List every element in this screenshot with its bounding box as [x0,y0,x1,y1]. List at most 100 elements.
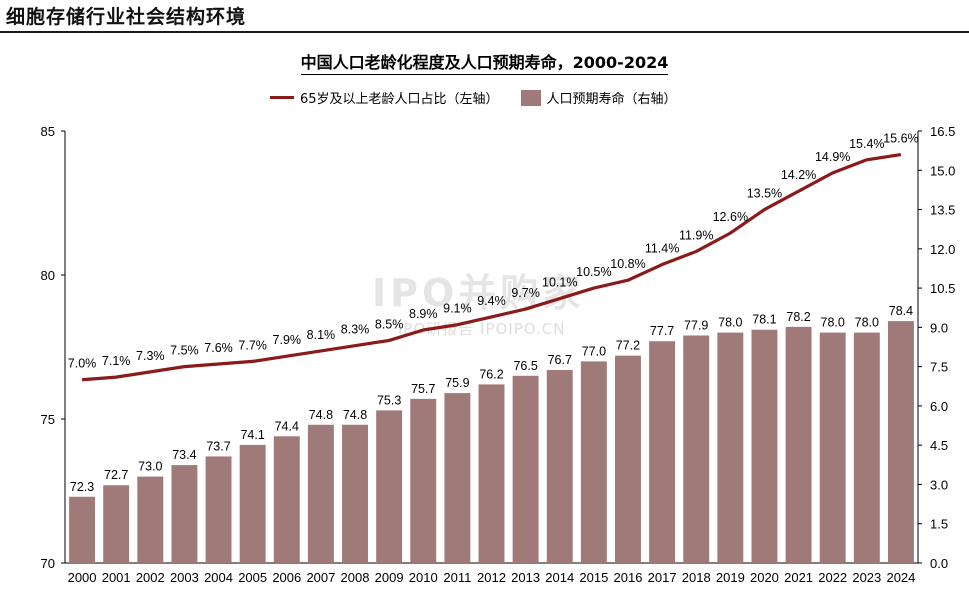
x-tick-label: 2015 [579,570,608,585]
line-value-label: 8.9% [409,307,438,321]
x-tick-label: 2011 [443,570,471,585]
bar-2016 [615,355,641,563]
bar-2008 [342,424,368,563]
line-value-label: 11.9% [679,228,714,242]
bar-value-label: 73.4 [172,448,196,462]
line-value-label: 14.2% [781,168,816,182]
line-value-label: 7.3% [136,349,165,363]
bar-2003 [171,465,198,563]
bar-2002 [137,476,164,563]
x-tick-label: 2006 [272,570,301,585]
x-tick-label: 2021 [784,570,813,585]
aging-ratio-line [81,152,902,382]
x-tick-label: 2014 [545,570,574,585]
line-value-label: 10.1% [542,276,577,290]
line-value-label: 15.4% [849,137,884,151]
bar-value-label: 76.2 [479,367,503,381]
chart-legend: 65岁及以上老龄人口占比（左轴） 人口预期寿命（右轴） [270,88,699,107]
bar-value-label: 78.1 [752,313,776,327]
line-value-label: 10.8% [610,257,645,271]
bar-value-label: 76.7 [548,353,572,367]
line-value-label: 7.9% [273,333,302,347]
legend-label-bar: 人口预期寿命（右轴） [546,92,677,107]
right-tick-label: 6.0 [930,399,948,414]
bar-value-label: 77.9 [684,318,708,332]
x-tick-label: 2008 [341,570,370,585]
x-tick-label: 2017 [648,570,677,585]
x-tick-label: 2001 [102,570,131,585]
left-tick-label: 75 [41,412,55,427]
bar-2022 [819,332,846,563]
x-tick-label: 2003 [170,570,199,585]
line-value-label: 8.3% [341,323,370,337]
bar-2010 [410,398,437,563]
bar-2021 [785,326,812,563]
right-tick-label: 15.0 [930,163,955,178]
bar-2023 [853,332,880,563]
x-tick-label: 2022 [818,570,847,585]
bar-2017 [649,341,676,563]
left-tick-label: 80 [41,268,55,283]
left-tick-label: 85 [41,124,55,139]
right-tick-label: 16.5 [930,124,955,139]
bar-value-label: 75.3 [377,393,401,407]
line-value-label: 7.7% [238,338,267,352]
line-value-label: 11.4% [645,242,680,256]
right-tick-label: 3.0 [930,477,948,492]
bar-value-label: 77.0 [582,344,606,358]
legend-item-bar: 人口预期寿命（右轴） [520,88,677,107]
bar-2018 [683,335,710,563]
bar-value-label: 74.4 [275,419,299,433]
bar-2011 [444,393,471,563]
x-tick-label: 2018 [682,570,711,585]
right-tick-label: 10.5 [930,281,955,296]
line-value-label: 14.9% [815,150,850,164]
legend-bar-swatch [520,89,541,106]
right-tick-label: 13.5 [930,203,955,218]
right-tick-label: 4.5 [930,438,948,453]
chart-title-text: 中国人口老龄化程度及人口预期寿命，2000-2024 [300,53,669,75]
bar-2006 [273,436,300,563]
x-tick-label: 2007 [306,570,335,585]
bar-value-label: 76.5 [513,359,537,373]
bar-2015 [580,361,607,563]
section-title: 细胞存储行业社会结构环境 [6,6,247,28]
chart-title: 中国人口老龄化程度及人口预期寿命，2000-2024 [0,49,969,75]
bar-2007 [307,424,334,563]
bar-value-label: 77.2 [616,339,640,353]
x-tick-label: 2005 [238,570,267,585]
section-divider [0,31,969,33]
legend-line-swatch [270,96,294,99]
line-value-label: 8.5% [375,317,404,331]
bar-value-label: 78.4 [889,304,913,318]
line-value-label: 12.6% [713,210,748,224]
watermark-logo: IPO并购家 [372,271,585,315]
x-tick-label: 2012 [477,570,506,585]
x-tick-label: 2010 [409,570,438,585]
line-value-label: 8.1% [307,328,336,342]
line-value-label: 9.4% [477,294,506,308]
x-tick-label: 2002 [136,570,165,585]
bar-2013 [512,375,539,563]
bar-value-label: 73.7 [206,439,230,453]
line-value-label: 13.5% [747,187,782,201]
bar-value-label: 78.2 [786,310,810,324]
line-value-label: 7.5% [170,344,199,358]
right-tick-label: 1.5 [930,517,948,532]
x-tick-label: 2009 [375,570,404,585]
bar-value-label: 74.8 [309,408,333,422]
bar-2004 [205,456,232,563]
line-value-label: 7.6% [204,341,233,355]
x-tick-label: 2004 [204,570,233,585]
watermark-text: IPO研报告 IPOIPO.CN [398,320,566,338]
bar-value-label: 73.0 [138,460,162,474]
bar-2012 [478,384,505,563]
x-tick-label: 2024 [886,570,915,585]
bar-2000 [69,496,96,563]
left-tick-label: 70 [41,556,55,571]
bar-2009 [376,410,403,563]
legend-item-line: 65岁及以上老龄人口占比（左轴） [270,88,499,107]
bar-2024 [887,321,914,563]
bar-value-label: 72.3 [70,480,94,494]
